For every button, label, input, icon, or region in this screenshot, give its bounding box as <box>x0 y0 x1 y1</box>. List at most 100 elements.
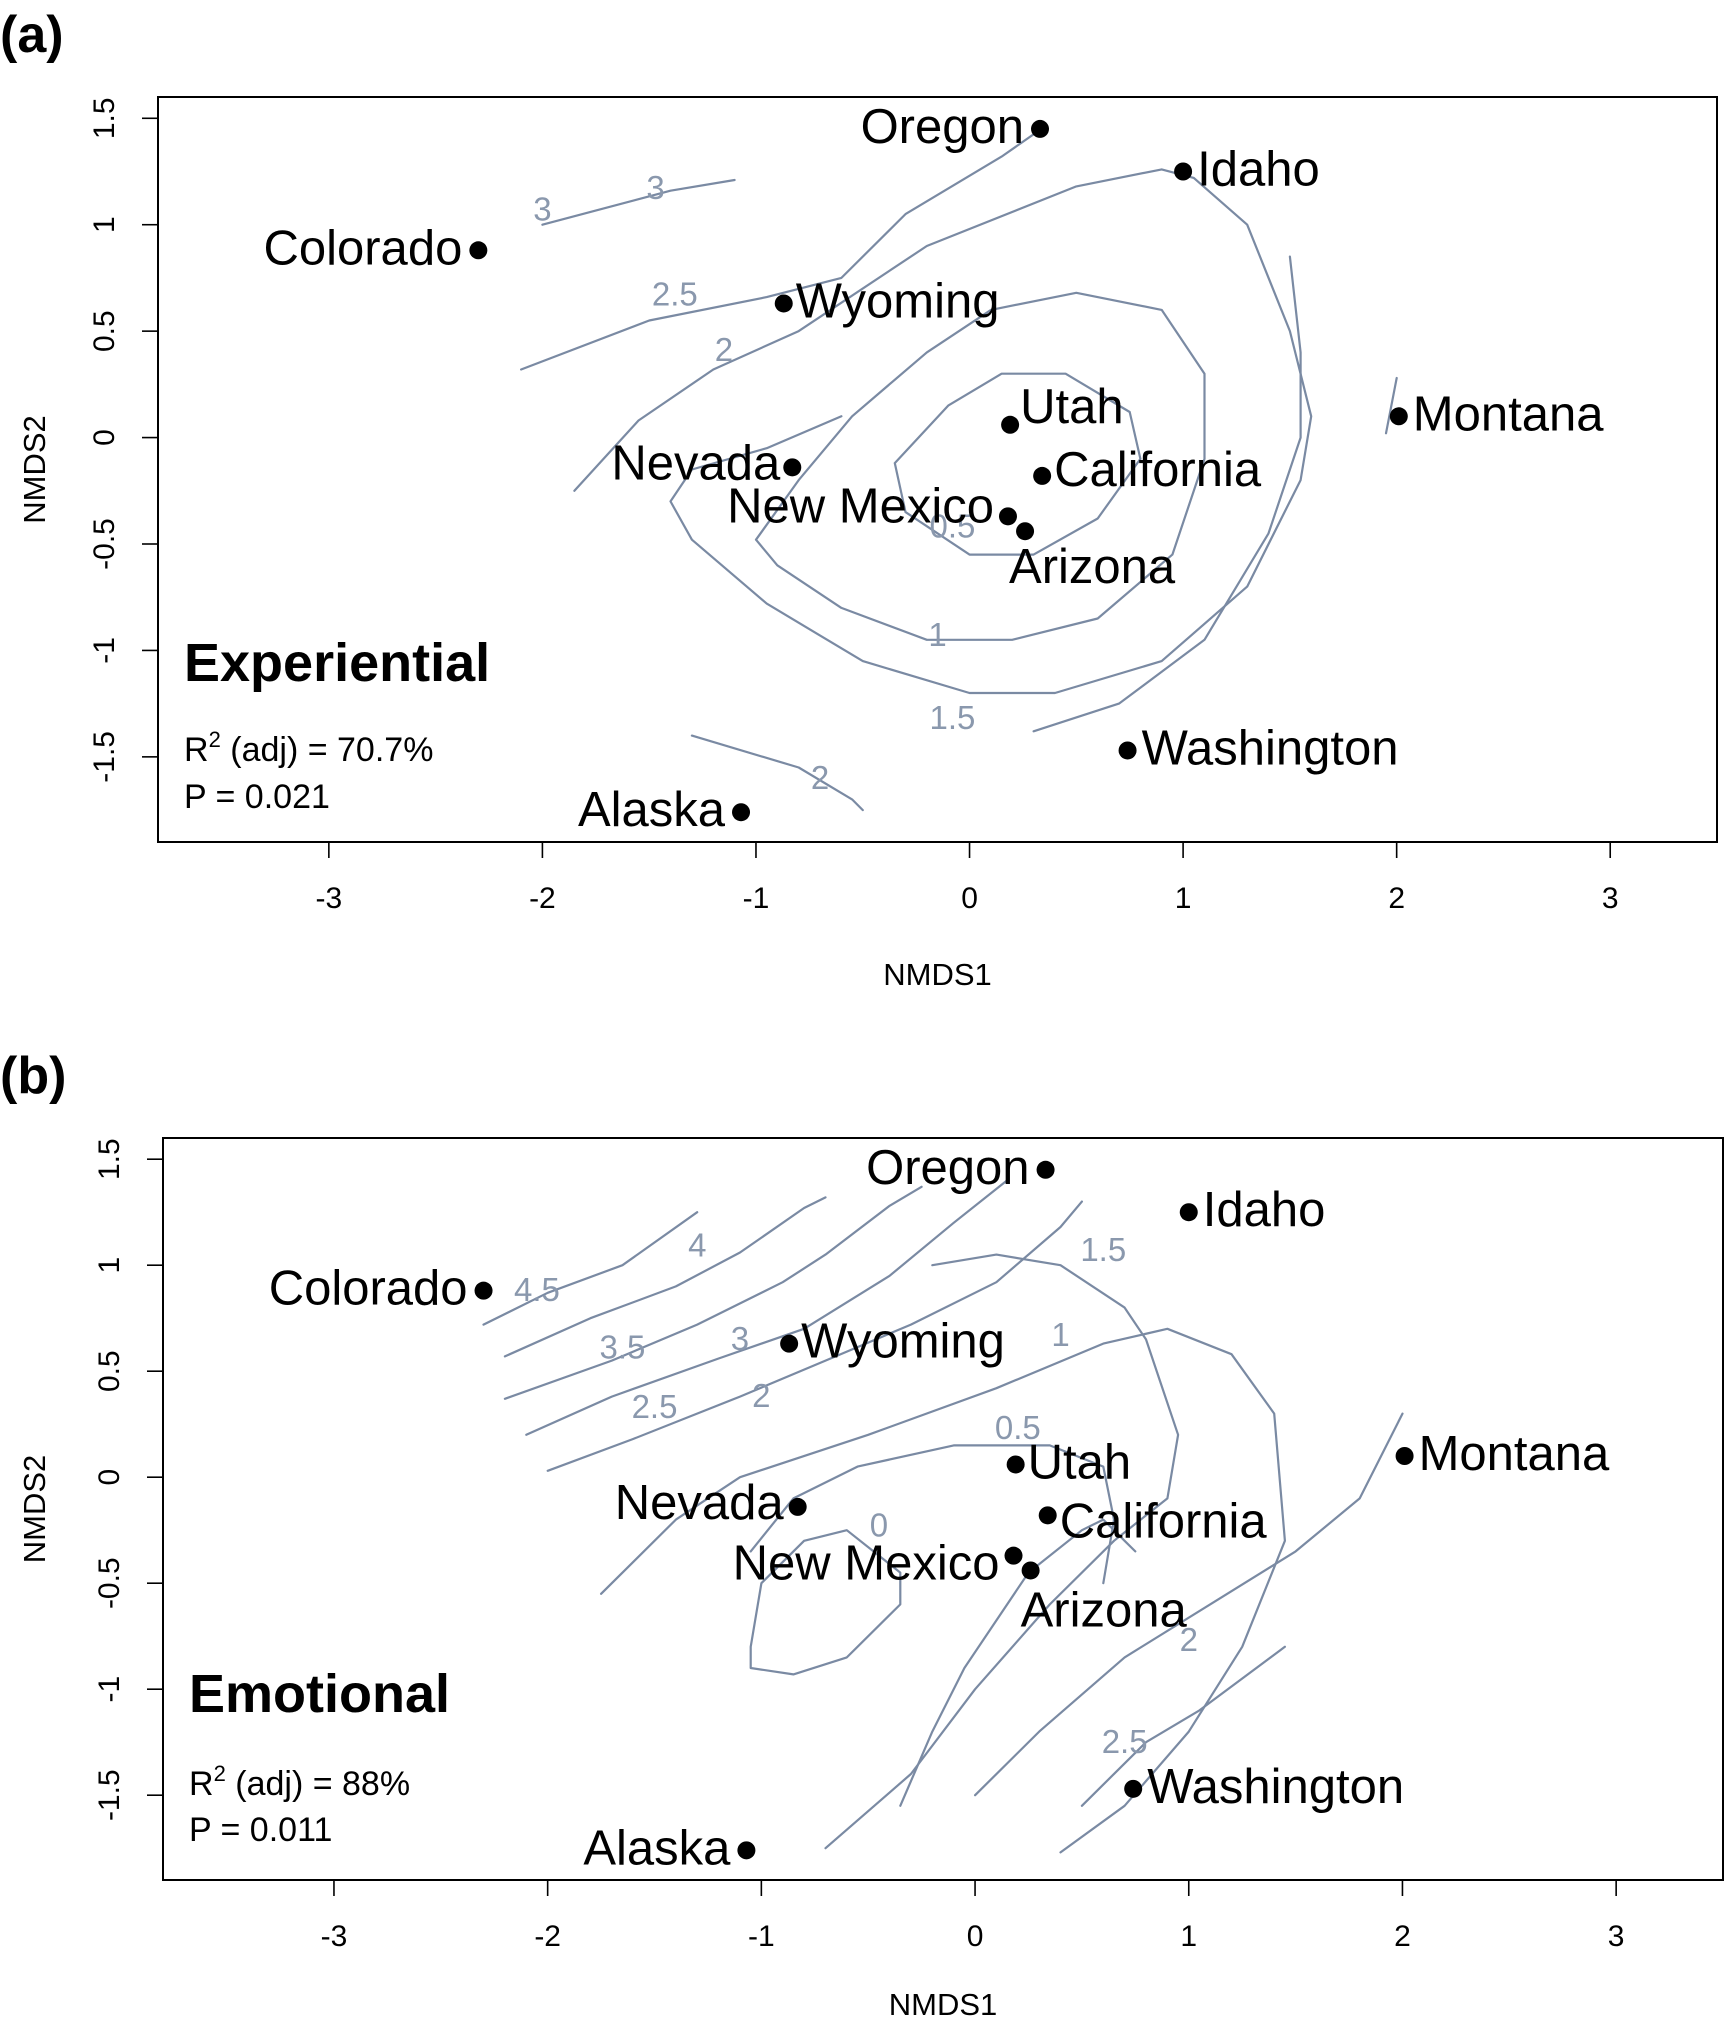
contour-label: 0.5 <box>930 508 976 545</box>
contour-line <box>749 1444 1116 1585</box>
point-label-colorado: Colorado <box>269 1262 468 1316</box>
contour-label: 0.5 <box>995 1409 1041 1446</box>
point-arizona <box>1016 522 1035 541</box>
point-washington <box>1118 741 1137 760</box>
contour-label: 2 <box>811 759 829 796</box>
contour-label: 1.5 <box>930 699 976 736</box>
contour-label: 2 <box>715 331 733 368</box>
point-label-washington: Washington <box>1142 721 1399 775</box>
point-montana <box>1389 407 1408 426</box>
point-wyoming <box>774 294 793 313</box>
contour-line <box>754 291 1206 641</box>
point-idaho <box>1179 1203 1198 1222</box>
point-label-wyoming: Wyoming <box>801 1315 1005 1369</box>
point-oregon <box>1036 1160 1055 1179</box>
point-label-alaska: Alaska <box>578 783 726 837</box>
point-new-mexico <box>1004 1546 1023 1565</box>
model-annotation: Emotional R2 (adj) = 88% P = 0.011 <box>189 1664 450 1849</box>
point-nevada <box>783 458 802 477</box>
contour-line <box>899 1518 1137 1807</box>
contour-line <box>600 1327 1286 1854</box>
contour-line <box>824 1253 1180 1850</box>
point-label-nevada: Nevada <box>611 436 781 490</box>
y-tick-label: 0.5 <box>93 1350 126 1392</box>
point-label-oregon: Oregon <box>861 100 1024 154</box>
data-points: Oregon Idaho Colorado Wyoming Utah Montana Nev… <box>263 100 1604 837</box>
point-label-california: California <box>1054 443 1262 497</box>
x-tick-label: -1 <box>743 882 770 915</box>
x-tick-label: 0 <box>967 1920 984 1953</box>
x-axis-title: NMDS1 <box>883 957 992 992</box>
point-label-wyoming: Wyoming <box>796 274 1000 328</box>
point-label-new-mexico: New Mexico <box>733 1537 1000 1591</box>
y-tick-label: -1 <box>88 637 121 664</box>
r2-suffix: (adj) = 70.7% <box>221 731 434 769</box>
y-axis: -1.5 -1 -0.5 0 0.5 1 1.5 NMDS2 <box>17 97 159 783</box>
contour-label: 1 <box>1051 1316 1069 1353</box>
point-label-idaho: Idaho <box>1197 143 1320 197</box>
contour-label: 1.5 <box>1080 1231 1126 1268</box>
y-tick-label: 0 <box>93 1469 126 1486</box>
r2-superscript: 2 <box>209 727 221 752</box>
x-tick-label: 3 <box>1602 882 1619 915</box>
point-idaho <box>1174 162 1193 181</box>
x-tick-label: 2 <box>1394 1920 1411 1953</box>
model-annotation: Experiential R2 (adj) = 70.7% P = 0.021 <box>184 633 490 816</box>
point-label-utah: Utah <box>1020 380 1124 434</box>
y-tick-label: -0.5 <box>88 518 121 570</box>
contour-line <box>1080 1645 1286 1807</box>
point-california <box>1038 1506 1057 1525</box>
point-label-nevada: Nevada <box>615 1476 785 1530</box>
contour-line <box>893 372 1142 556</box>
point-alaska <box>737 1841 756 1860</box>
point-label-idaho: Idaho <box>1203 1183 1326 1237</box>
point-label-colorado: Colorado <box>263 221 462 275</box>
x-tick-label: -2 <box>529 882 556 915</box>
y-tick-label: 1 <box>93 1257 126 1274</box>
contour-line <box>974 1412 1404 1797</box>
y-tick-label: 1.5 <box>88 97 121 139</box>
contour-label: 2 <box>752 1377 770 1414</box>
contour-line <box>546 1200 1083 1472</box>
point-utah <box>1001 415 1020 434</box>
y-tick-label: -0.5 <box>93 1557 126 1609</box>
r2-prefix: R <box>184 731 209 769</box>
contour-line <box>503 1196 827 1358</box>
x-tick-label: -2 <box>534 1920 561 1953</box>
contour-lines: 3 3 2.5 2 0.5 1 1.5 2 <box>520 125 1398 812</box>
r2-stat: R2 (adj) = 70.7% <box>184 727 433 769</box>
contour-line <box>503 1185 923 1400</box>
contour-line <box>690 734 864 812</box>
contour-label: 2.5 <box>652 276 698 313</box>
panel-label: (a) <box>0 6 64 64</box>
point-california <box>1033 466 1052 485</box>
point-oregon <box>1031 119 1050 138</box>
contour-line <box>1032 255 1302 733</box>
contour-line <box>520 125 1046 371</box>
contour-label: 3 <box>646 169 664 206</box>
x-tick-label: -1 <box>748 1920 775 1953</box>
point-label-utah: Utah <box>1028 1435 1132 1489</box>
x-tick-label: 3 <box>1608 1920 1625 1953</box>
contour-line <box>541 178 736 226</box>
x-tick-label: -3 <box>321 1920 348 1953</box>
contour-label: 4.5 <box>514 1271 560 1308</box>
point-washington <box>1124 1779 1143 1798</box>
point-label-arizona: Arizona <box>1009 540 1176 594</box>
contour-line <box>1384 376 1398 435</box>
chart-panel-a: (a) 3 3 2.5 2 0.5 1 1.5 2 -3 -2 -1 0 1 2 3 NMDS1 -1.5 -1 -0… <box>0 6 1718 992</box>
y-tick-label: -1.5 <box>93 1769 126 1821</box>
point-label-california: California <box>1060 1494 1268 1548</box>
contour-line <box>482 1211 699 1326</box>
point-wyoming <box>780 1334 799 1353</box>
r2-suffix: (adj) = 88% <box>226 1765 410 1803</box>
point-utah <box>1006 1455 1025 1474</box>
x-tick-label: 1 <box>1180 1920 1197 1953</box>
contour-label: 4 <box>688 1227 706 1264</box>
point-montana <box>1395 1447 1414 1465</box>
contour-line <box>749 1529 902 1676</box>
contour-label: 3.5 <box>600 1328 646 1365</box>
r2-superscript: 2 <box>214 1761 226 1786</box>
contour-line <box>573 168 1313 695</box>
x-tick-label: 0 <box>961 882 978 915</box>
